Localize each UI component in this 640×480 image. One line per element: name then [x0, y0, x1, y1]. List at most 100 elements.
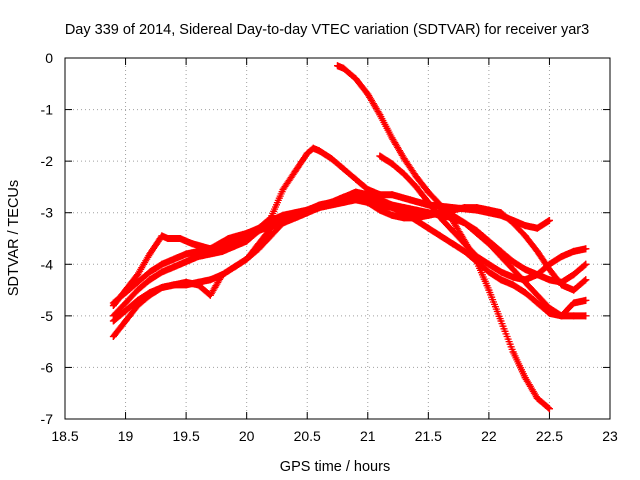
data-point: [558, 312, 566, 320]
data-point: [376, 111, 384, 119]
data-point: [485, 206, 493, 214]
data-point: [570, 312, 578, 320]
data-point: [206, 291, 214, 299]
data-point: [545, 405, 553, 413]
data-point: [122, 307, 130, 315]
data-point: [206, 276, 214, 284]
data-point: [176, 235, 184, 242]
x-tick-label: 21.5: [415, 428, 442, 444]
data-point: [436, 201, 444, 209]
data-point: [473, 229, 481, 237]
y-axis-title: SDTVAR / TECUs: [6, 180, 22, 296]
data-point: [352, 196, 360, 204]
x-tick-label: 21: [360, 428, 376, 444]
data-point: [364, 191, 372, 199]
plot-frame: [64, 57, 611, 420]
data-point: [521, 232, 529, 240]
data-point: [303, 149, 311, 157]
data-point: [146, 289, 154, 297]
data-point: [376, 152, 384, 160]
data-point: [412, 211, 420, 219]
data-point: [388, 211, 396, 219]
data-point: [406, 196, 414, 204]
data-point: [545, 276, 553, 284]
data-point: [364, 198, 372, 206]
data-point: [376, 201, 384, 209]
data-point: [122, 317, 130, 325]
data-point: [352, 75, 360, 83]
data-point: [497, 253, 505, 261]
data-point: [533, 271, 541, 279]
data-point: [134, 278, 142, 286]
data-point: [521, 265, 529, 273]
data-point: [194, 253, 202, 261]
y-tick-label: -6: [41, 359, 54, 375]
data-point: [109, 332, 117, 340]
data-point: [340, 64, 348, 72]
data-point: [352, 175, 360, 183]
data-point: [170, 263, 178, 271]
data-point: [521, 289, 529, 297]
data-point: [279, 211, 287, 219]
data-point: [545, 265, 553, 273]
data-point: [218, 271, 226, 279]
y-tick-label: -7: [41, 411, 54, 427]
data-point: [461, 204, 469, 212]
data-point: [158, 268, 166, 276]
data-point: [400, 209, 408, 217]
data-point: [327, 201, 335, 209]
data-point: [231, 263, 239, 271]
x-tick-label: 19: [118, 428, 134, 444]
data-point: [218, 247, 226, 255]
data-point: [158, 232, 166, 240]
data-point: [400, 170, 408, 178]
data-point: [521, 222, 529, 230]
data-point: [582, 312, 590, 320]
data-point: [146, 276, 154, 284]
data-point: [424, 224, 432, 232]
x-tick-label: 23: [602, 428, 618, 444]
data-point: [188, 240, 196, 248]
data-point: [400, 155, 408, 163]
data-point: [545, 304, 553, 312]
data-point: [436, 232, 444, 240]
data-point: [473, 258, 481, 266]
data-point: [533, 291, 541, 299]
series-sat-3: [376, 152, 590, 284]
data-point: [170, 255, 178, 263]
data-point: [521, 374, 529, 382]
data-point: [570, 271, 578, 279]
data-point: [146, 268, 154, 276]
data-point: [309, 144, 317, 152]
data-point: [182, 250, 190, 258]
data-point: [509, 348, 517, 356]
data-point: [582, 296, 590, 304]
data-point: [570, 286, 578, 294]
data-point: [449, 211, 457, 219]
data-point: [158, 283, 166, 291]
series-sat-7: [109, 196, 590, 320]
data-point: [340, 165, 348, 173]
x-axis-title: GPS time / hours: [280, 459, 390, 475]
data-point: [388, 134, 396, 142]
data-point: [243, 255, 251, 263]
data-point: [485, 260, 493, 268]
data-point: [182, 278, 190, 286]
y-tick-label: -5: [41, 308, 54, 324]
data-point: [424, 198, 432, 206]
y-tick-label: -2: [41, 153, 54, 169]
data-point: [122, 299, 130, 307]
data-point: [134, 286, 142, 294]
data-point: [109, 312, 117, 320]
data-point: [461, 219, 469, 227]
data-point: [424, 211, 432, 219]
data-point: [582, 276, 590, 284]
x-tick-label: 20.5: [294, 428, 321, 444]
data-point: [436, 209, 444, 217]
data-point: [291, 167, 299, 175]
data-point: [570, 247, 578, 255]
data-point: [164, 235, 172, 242]
data-point: [134, 296, 142, 304]
chart-title: Day 339 of 2014, Sidereal Day-to-day VTE…: [65, 22, 589, 38]
